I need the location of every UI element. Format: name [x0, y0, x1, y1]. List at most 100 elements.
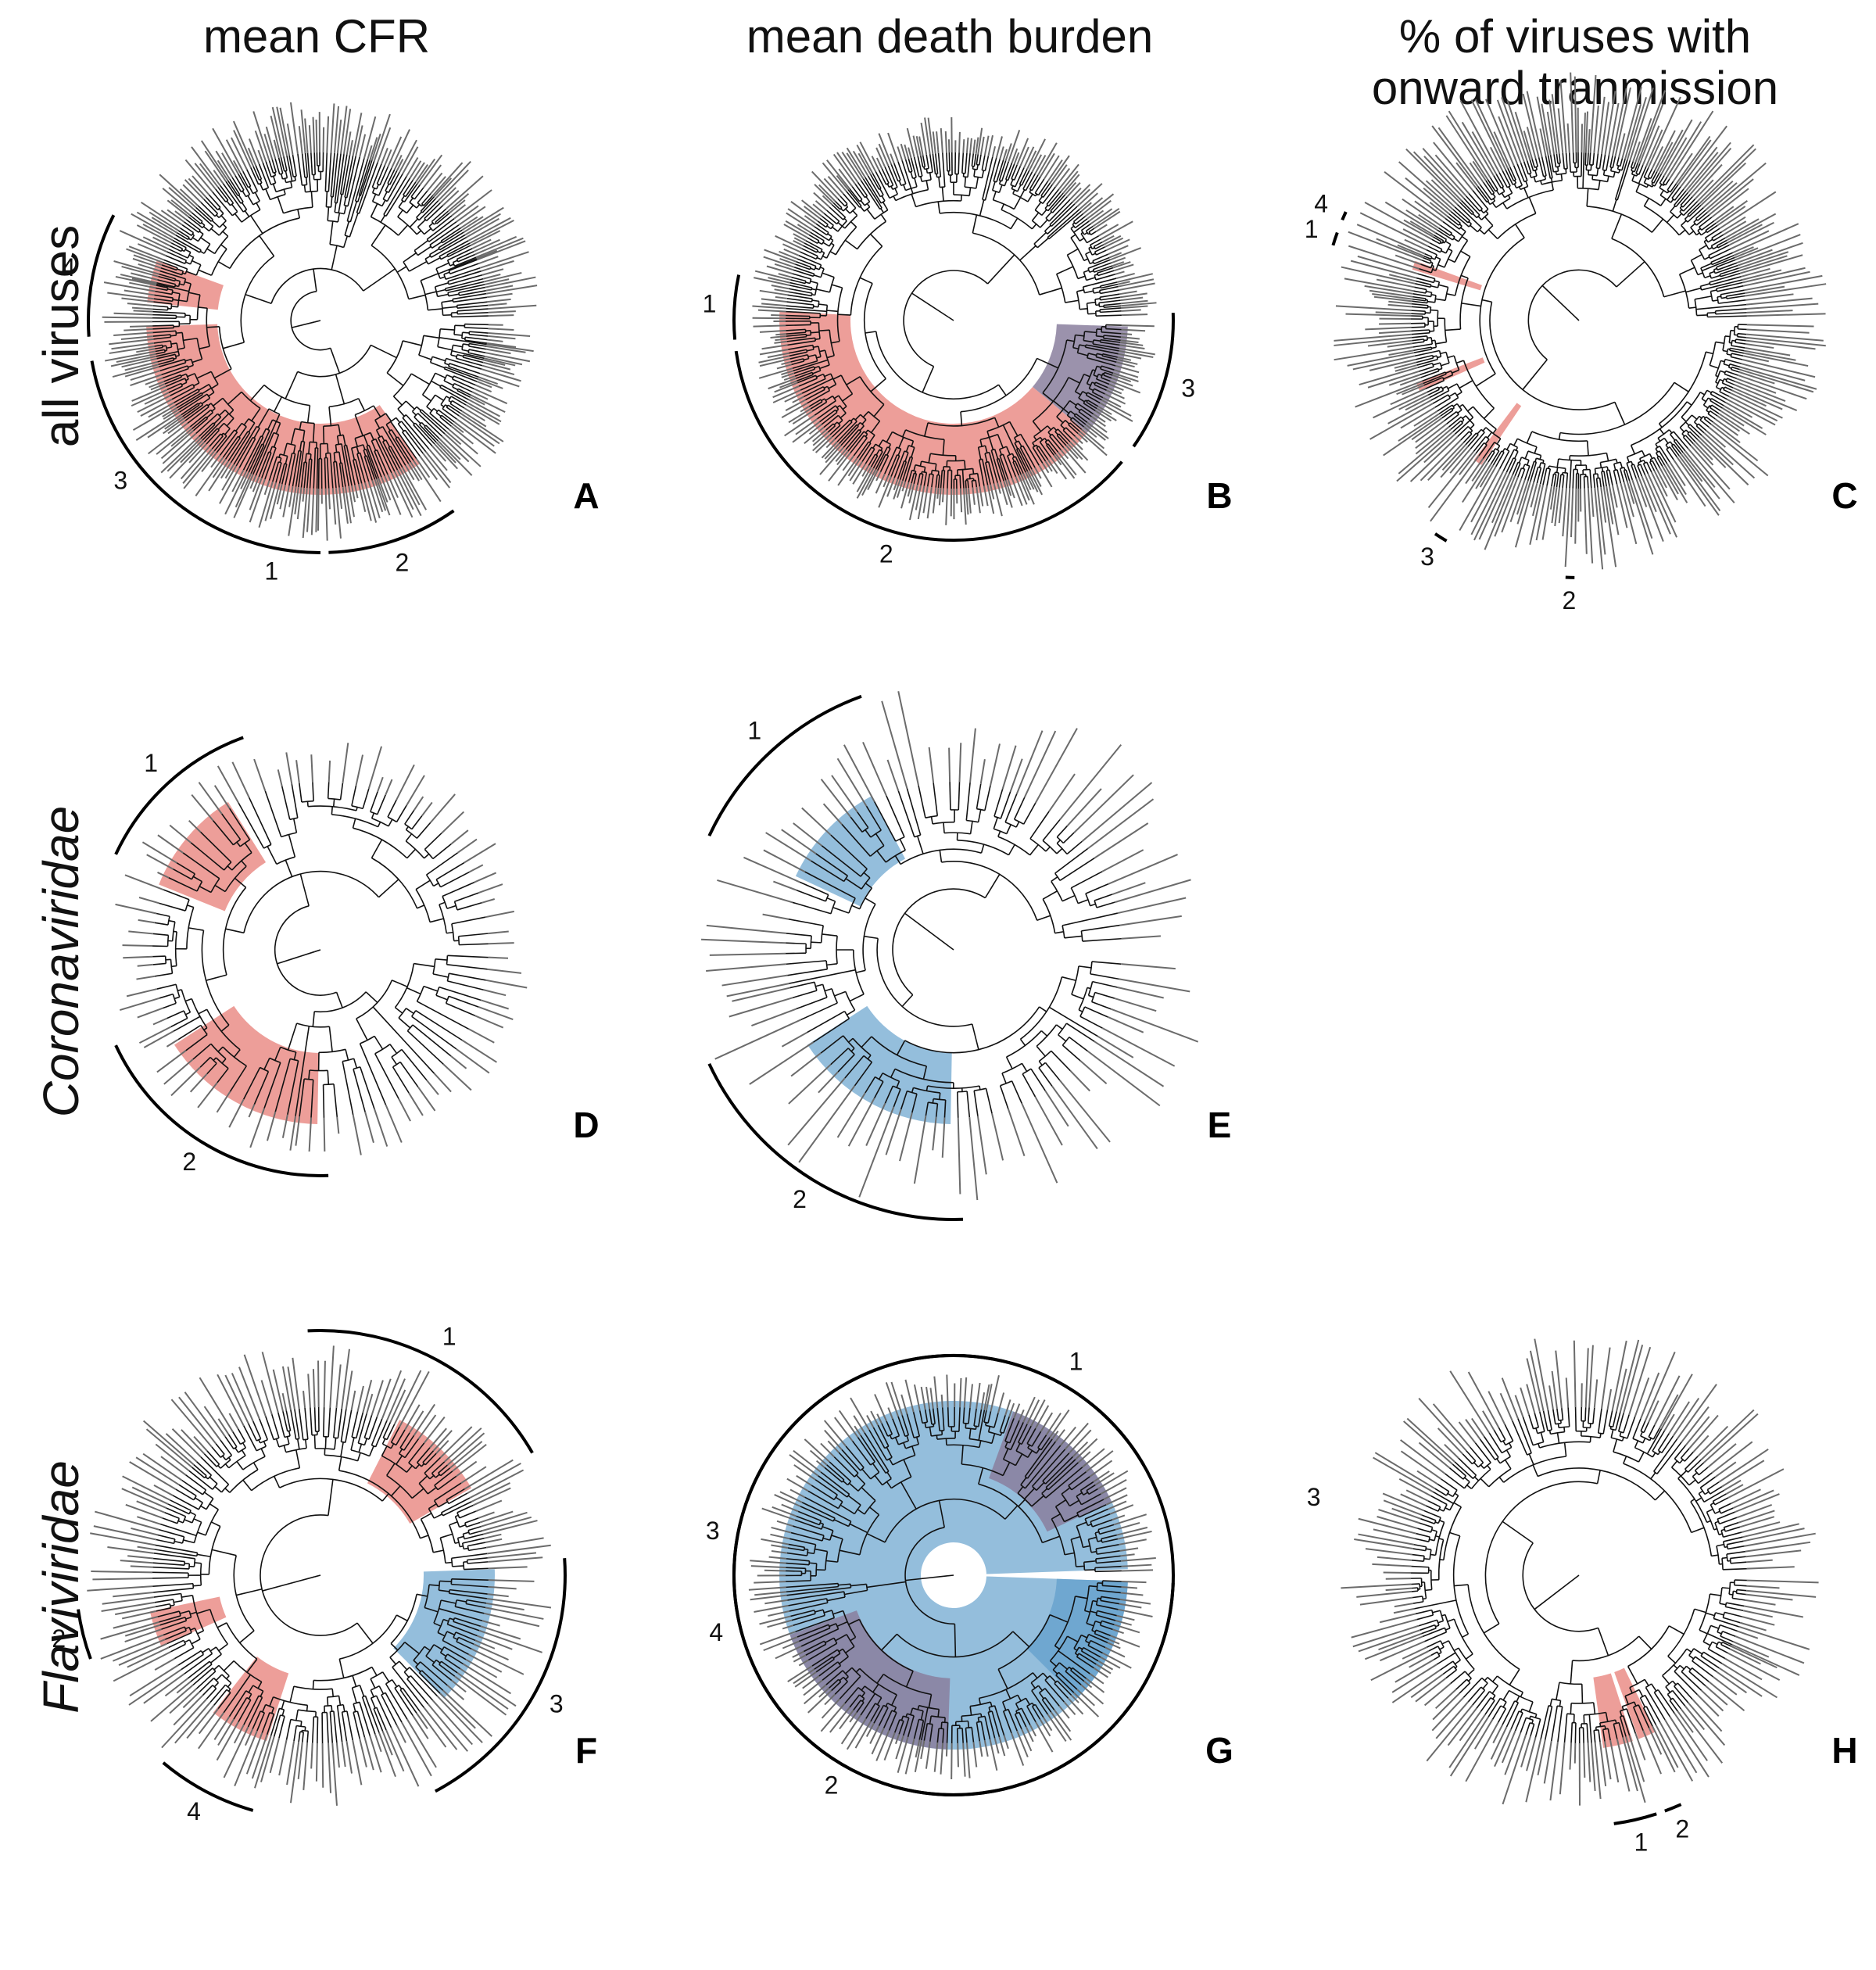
tree-branch — [1080, 1016, 1102, 1028]
tree-branch — [284, 189, 285, 194]
tree-branch — [1666, 179, 1670, 185]
tip-bar — [407, 1719, 436, 1768]
tree-branch — [1104, 306, 1121, 307]
tree-branch — [1525, 451, 1528, 459]
tree-branch — [1669, 430, 1671, 433]
tree-branch — [201, 238, 210, 244]
tree-branch — [299, 783, 302, 802]
tree-branch — [206, 975, 227, 980]
tree-branch — [905, 1007, 1040, 1053]
tip-bar — [127, 1556, 153, 1558]
tip-bar — [485, 1607, 543, 1619]
tip-bar — [1704, 433, 1754, 478]
tree-branch — [219, 209, 224, 213]
tree-branch — [818, 242, 822, 245]
tree-branch — [178, 1521, 183, 1523]
tree-branch — [198, 1532, 206, 1535]
tree-branch — [865, 331, 876, 333]
tree-branch — [969, 475, 970, 479]
tree-branch — [1732, 367, 1740, 370]
tree-branch — [314, 152, 315, 174]
tree-branch — [1727, 378, 1736, 381]
tree-branch — [152, 315, 176, 316]
tree-branch — [852, 905, 860, 908]
tree-branch — [1063, 833, 1074, 843]
tree-branch — [438, 347, 452, 350]
tip-bar — [981, 759, 985, 784]
tip-bar — [753, 318, 786, 319]
tree-branch — [395, 1008, 402, 1013]
tree-branch — [1731, 353, 1743, 356]
tree-branch — [1565, 468, 1566, 473]
tree-branch — [155, 1549, 197, 1556]
tree-branch — [1081, 926, 1119, 931]
tree-branch — [1065, 936, 1082, 937]
tip-bar — [311, 1743, 313, 1769]
tip-bar — [1376, 312, 1411, 313]
tree-branch — [1604, 170, 1605, 175]
tree-branch — [407, 849, 416, 858]
tree-branch — [960, 475, 961, 489]
tree-branch — [911, 172, 912, 178]
tree-branch — [185, 999, 192, 1001]
tree-branch — [882, 169, 889, 184]
tip-bar — [464, 1664, 511, 1694]
tip-bar — [462, 1041, 496, 1062]
tree-branch — [371, 792, 378, 812]
tree-branch — [160, 1524, 196, 1536]
tree-branch — [1720, 371, 1725, 372]
tree-branch — [1670, 442, 1673, 445]
tree-branch — [1082, 224, 1091, 231]
tip-bar — [356, 755, 363, 786]
tree-branch — [449, 294, 459, 296]
tree-branch — [418, 246, 431, 255]
tip-bar — [327, 116, 328, 152]
tree-branch — [968, 153, 970, 177]
tree-branch — [1448, 259, 1455, 262]
tip-bar — [299, 126, 303, 153]
tree-branch — [1708, 239, 1713, 242]
tree-branch — [152, 1567, 189, 1569]
tree-branch — [266, 189, 270, 200]
tree-branch — [976, 154, 978, 164]
panel-letter: A — [573, 475, 599, 516]
tree-branch — [1613, 471, 1616, 485]
tree-branch — [1473, 213, 1477, 217]
column-title-mean-cfr: mean CFR — [20, 11, 614, 63]
tree-branch — [1411, 310, 1425, 311]
tree-branch — [1484, 408, 1495, 418]
tip-bar — [802, 808, 831, 836]
tip-bar — [789, 1065, 831, 1104]
tree-branch — [1476, 374, 1495, 386]
tree-branch — [1015, 797, 1025, 819]
tree-branch — [926, 181, 928, 190]
tip-bar — [323, 1743, 324, 1788]
tree-branch — [1559, 432, 1560, 439]
tree-branch — [165, 350, 167, 351]
tree-branch — [291, 292, 331, 350]
tree-branch — [206, 1477, 208, 1479]
tree-branch — [1649, 453, 1652, 458]
tree-branch — [1089, 247, 1091, 249]
tree-branch — [825, 989, 832, 991]
tree-branch — [1051, 1051, 1071, 1070]
tree-branch — [1685, 422, 1688, 425]
tree-branch — [406, 205, 413, 213]
clade-number: 2 — [395, 548, 409, 576]
tip-bar — [1742, 269, 1770, 277]
tree-branch — [1516, 447, 1518, 450]
tip-bar — [488, 306, 536, 309]
tree-branch — [181, 1596, 192, 1597]
tree-branch — [1602, 155, 1605, 170]
tree-branch — [1431, 295, 1436, 296]
tip-bar — [1745, 287, 1785, 293]
tree-branch — [1459, 224, 1462, 226]
tip-bar — [464, 844, 496, 862]
tip-bar — [743, 858, 800, 883]
tree-branch — [1445, 242, 1451, 245]
tree-branch — [453, 345, 463, 346]
tree-branch — [153, 1559, 184, 1562]
tree-branch — [417, 231, 421, 235]
tree-branch — [1062, 977, 1076, 981]
tip-bar — [440, 1693, 475, 1728]
